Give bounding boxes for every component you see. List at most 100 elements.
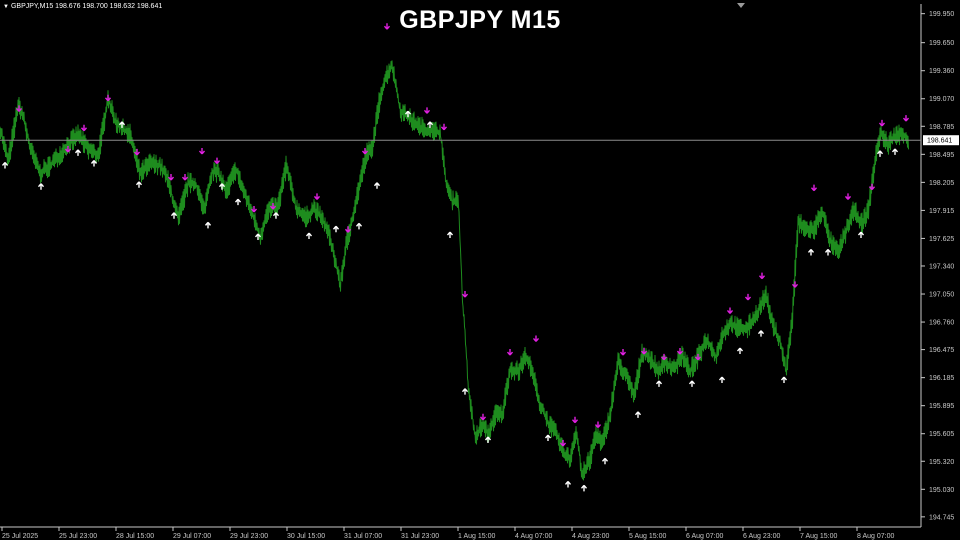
y-tick-label: 198.205 [929, 180, 954, 187]
sell-arrow-icon [80, 124, 88, 132]
x-tick-label: 30 Jul 15:00 [287, 533, 325, 540]
x-tick-label: 25 Jul 2025 [2, 533, 38, 540]
buy-arrow-icon [634, 411, 642, 418]
buy-arrow-icon [807, 249, 815, 256]
sell-arrow-icon [878, 119, 886, 127]
buy-arrow-icon [688, 380, 696, 387]
price-series-line [0, 60, 909, 481]
buy-arrow-icon [234, 198, 242, 206]
sell-arrow-icon [726, 307, 734, 314]
buy-arrow-icon [118, 121, 126, 128]
sell-arrow-icon [167, 174, 175, 181]
current-price-label: 198.641 [927, 138, 952, 145]
buy-arrow-icon [272, 212, 280, 219]
sell-arrow-icon [559, 439, 567, 447]
buy-arrow-icon [218, 183, 226, 190]
sell-arrow-icon [902, 115, 910, 122]
y-tick-label: 199.950 [929, 11, 954, 18]
sell-arrow-icon [198, 147, 206, 155]
buy-arrow-icon [90, 160, 98, 167]
sell-arrow-icon [383, 23, 391, 30]
x-tick-label: 29 Jul 23:00 [230, 533, 268, 540]
buy-arrow-icon [37, 183, 45, 190]
buy-arrow-icon [204, 221, 212, 229]
sell-arrow-icon [213, 157, 221, 165]
sell-arrow-icon [810, 184, 818, 192]
x-tick-label: 4 Aug 23:00 [572, 533, 609, 540]
y-tick-label: 197.340 [929, 263, 954, 270]
y-tick-label: 199.650 [929, 40, 954, 47]
sell-arrow-icon [744, 293, 752, 301]
sell-arrow-icon [571, 416, 579, 424]
buy-arrow-icon [876, 150, 884, 157]
x-tick-label: 31 Jul 23:00 [401, 533, 439, 540]
buy-arrow-icon [446, 231, 454, 239]
sell-arrow-icon [250, 205, 258, 213]
sell-arrow-icon [344, 226, 352, 233]
buy-arrow-icon [601, 457, 609, 465]
x-tick-label: 29 Jul 07:00 [173, 533, 211, 540]
sell-arrow-icon [461, 291, 469, 298]
y-tick-label: 198.785 [929, 124, 954, 131]
y-tick-label: 197.625 [929, 236, 954, 243]
x-tick-label: 7 Aug 15:00 [800, 533, 837, 540]
buy-arrow-icon [891, 148, 899, 155]
buy-arrow-icon [757, 330, 765, 337]
buy-arrow-icon [355, 222, 363, 230]
buy-arrow-icon [74, 149, 82, 156]
sell-arrow-icon [479, 413, 487, 421]
y-tick-label: 199.070 [929, 96, 954, 103]
x-tick-label: 6 Aug 23:00 [743, 533, 780, 540]
sell-arrow-icon [660, 353, 668, 361]
sell-arrow-icon [594, 421, 602, 428]
sell-arrow-icon [361, 147, 369, 155]
sell-arrow-icon [15, 105, 23, 112]
current-price-tag [923, 135, 959, 146]
y-tick-label: 198.495 [929, 152, 954, 159]
sell-arrow-icon [64, 146, 72, 153]
y-tick-label: 195.605 [929, 431, 954, 438]
buy-arrow-icon [404, 110, 412, 118]
sell-arrow-icon [104, 94, 112, 102]
buy-arrow-icon [780, 376, 788, 384]
x-tick-label: 1 Aug 15:00 [458, 533, 495, 540]
buy-arrow-icon [426, 121, 434, 128]
buy-arrow-icon [857, 231, 865, 239]
sell-arrow-icon [844, 193, 852, 200]
x-tick-label: 31 Jul 07:00 [344, 533, 382, 540]
y-tick-label: 196.760 [929, 320, 954, 327]
buy-arrow-icon [824, 249, 832, 256]
buy-arrow-icon [484, 436, 492, 443]
buy-arrow-icon [1, 161, 9, 169]
y-tick-label: 197.050 [929, 292, 954, 299]
buy-arrow-icon [373, 182, 381, 189]
sell-arrow-icon [313, 193, 321, 200]
x-tick-label: 5 Aug 15:00 [629, 533, 666, 540]
sell-arrow-icon [181, 174, 189, 181]
y-tick-label: 199.360 [929, 68, 954, 75]
ohlc-text: GBPJPY,M15 198.676 198.700 198.632 198.6… [10, 3, 163, 10]
chart-title: GBPJPY M15 [399, 6, 561, 34]
sell-arrow-icon [640, 348, 648, 355]
y-tick-label: 194.745 [929, 514, 954, 521]
sell-arrow-icon [758, 272, 766, 280]
y-tick-label: 197.915 [929, 208, 954, 215]
buy-arrow-icon [736, 347, 744, 355]
sell-arrow-icon [423, 107, 431, 114]
x-tick-label: 4 Aug 07:00 [515, 533, 552, 540]
sell-arrow-icon [676, 348, 684, 355]
sell-arrow-icon [440, 123, 448, 131]
chart-info-label: ▼ GBPJPY,M15 198.676 198.700 198.632 198.… [3, 3, 162, 10]
sell-arrow-icon [619, 349, 627, 356]
x-tick-label: 25 Jul 23:00 [59, 533, 97, 540]
dropdown-triangle-icon[interactable]: ▼ [3, 4, 9, 10]
sell-arrow-icon [868, 183, 876, 191]
y-tick-label: 196.185 [929, 375, 954, 382]
buy-arrow-icon [655, 380, 663, 387]
x-tick-label: 28 Jul 15:00 [116, 533, 154, 540]
buy-arrow-icon [305, 232, 313, 240]
buy-arrow-icon [254, 233, 262, 240]
y-tick-label: 195.030 [929, 487, 954, 494]
sell-arrow-icon [506, 349, 514, 356]
